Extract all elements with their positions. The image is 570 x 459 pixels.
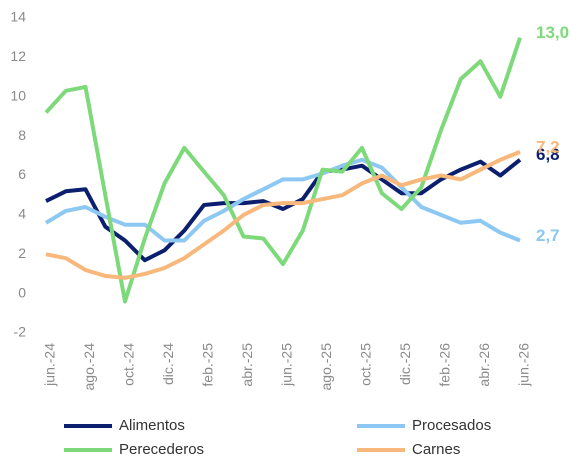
x-tick-label: abr.-25 bbox=[239, 343, 255, 387]
y-tick-label: 10 bbox=[10, 87, 26, 103]
y-tick-label: 14 bbox=[10, 9, 26, 25]
x-tick-label: feb.-25 bbox=[200, 343, 216, 387]
series-line bbox=[45, 158, 522, 263]
y-tick-label: 0 bbox=[18, 284, 26, 300]
y-tick-label: 4 bbox=[18, 206, 26, 222]
x-tick-label: jun.-26 bbox=[516, 343, 532, 387]
series-line bbox=[45, 150, 521, 280]
end-label: 7,2 bbox=[536, 137, 560, 156]
legend-label: Procesados bbox=[412, 417, 491, 434]
legend-label: Carnes bbox=[412, 441, 460, 458]
x-tick-label: jun.-24 bbox=[42, 343, 58, 387]
series-line bbox=[44, 157, 521, 243]
end-label: 13,0 bbox=[536, 23, 569, 42]
x-tick-label: oct.-25 bbox=[358, 343, 374, 386]
end-label: 2,7 bbox=[536, 226, 560, 245]
y-tick-label: 6 bbox=[18, 166, 26, 182]
x-tick-label: ago.-25 bbox=[318, 343, 334, 391]
legend-label: Alimentos bbox=[119, 417, 185, 434]
y-tick-label: 12 bbox=[10, 48, 26, 64]
y-tick-label: 8 bbox=[18, 127, 26, 143]
x-tick-label: dic.-25 bbox=[397, 343, 413, 385]
x-tick-label: ago.-24 bbox=[81, 343, 97, 391]
end-label: 6,8 bbox=[536, 145, 560, 164]
x-tick-label: jun.-25 bbox=[279, 343, 295, 387]
x-tick-label: abr.-26 bbox=[476, 343, 492, 387]
x-tick-label: oct.-24 bbox=[121, 343, 137, 386]
y-tick-label: -2 bbox=[14, 324, 27, 340]
legend-label: Perecederos bbox=[119, 441, 204, 458]
x-tick-label: feb.-26 bbox=[437, 343, 453, 387]
x-tick-label: dic.-24 bbox=[160, 343, 176, 385]
series-line bbox=[44, 37, 522, 304]
y-tick-label: 2 bbox=[18, 245, 26, 261]
